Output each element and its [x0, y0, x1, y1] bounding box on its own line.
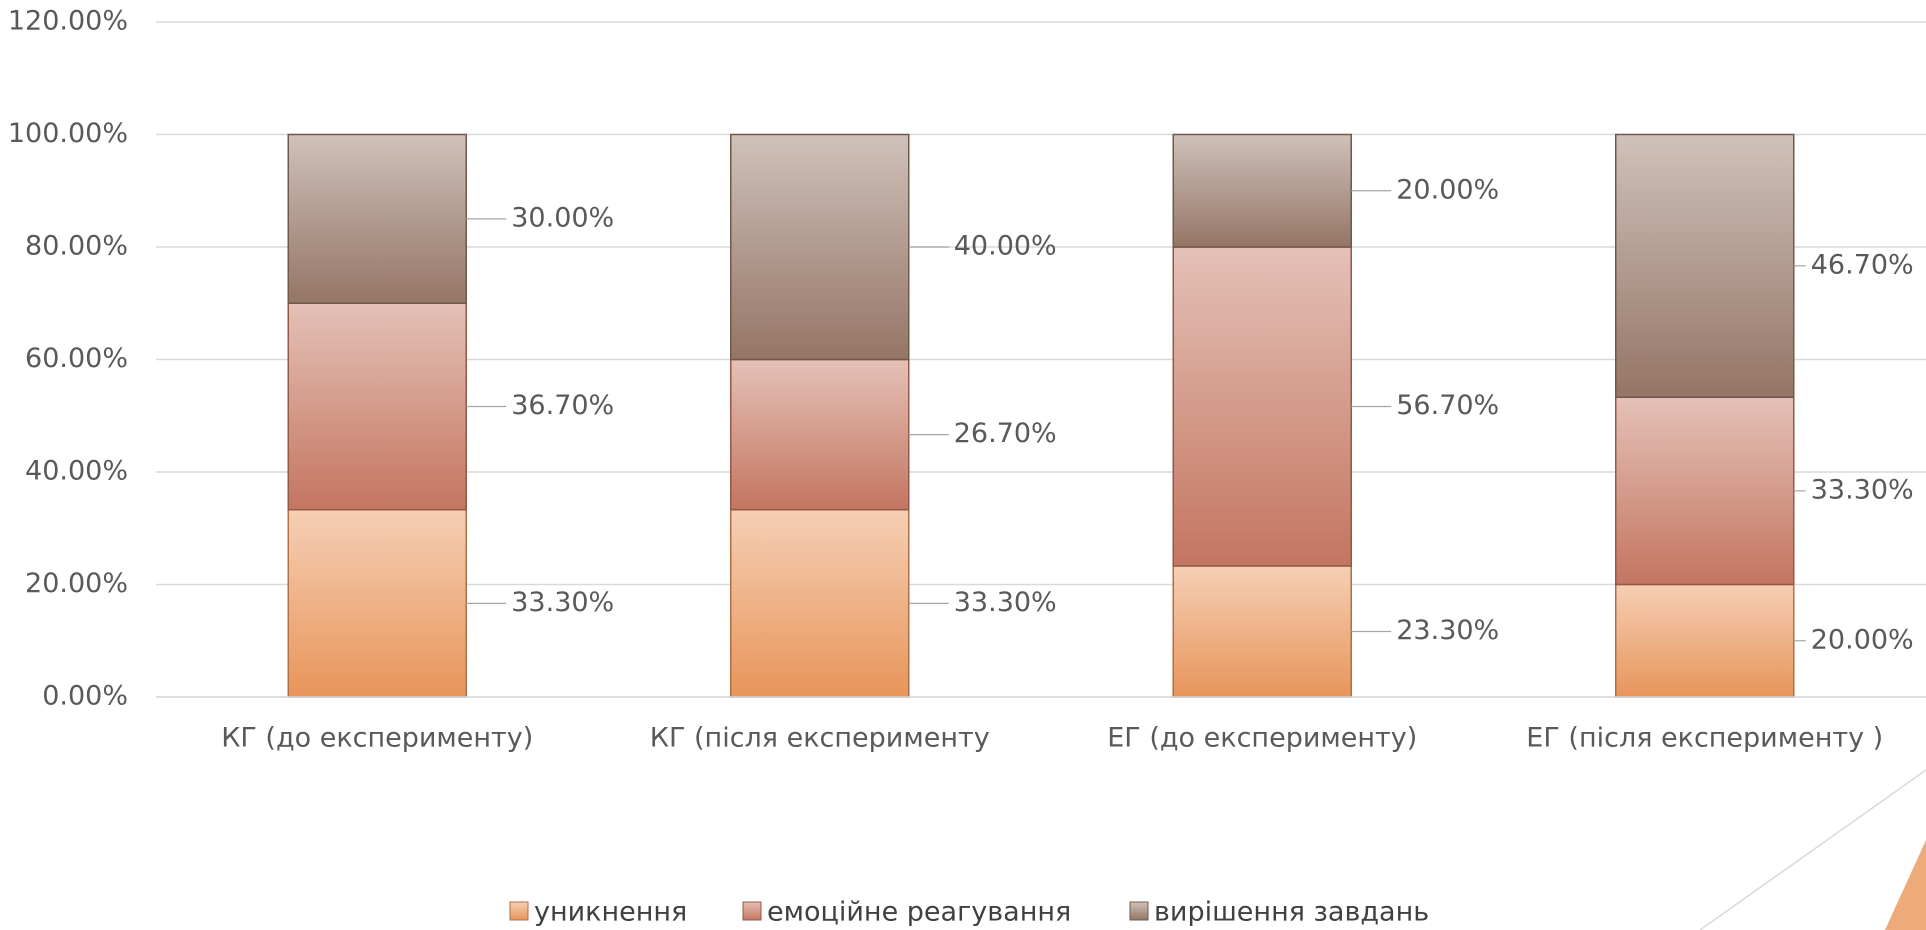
bar-segment — [1615, 396, 1795, 586]
bar-segment — [1615, 583, 1795, 698]
x-tick-label: КГ (після експерименту — [650, 723, 990, 754]
bar-segment — [730, 358, 910, 511]
legend-label: вирішення завдань — [1154, 897, 1429, 928]
y-tick-label: 60.00% — [25, 343, 128, 374]
legend-swatch — [509, 901, 529, 921]
bar-segment — [1172, 246, 1352, 567]
data-label: 56.70% — [1396, 390, 1499, 421]
y-tick-label: 0.00% — [42, 681, 128, 712]
data-label: 36.70% — [511, 390, 614, 421]
data-label: 23.30% — [1396, 615, 1499, 646]
legend: уникнення емоційне реагування вирішення за… — [509, 897, 1429, 928]
bar-segment — [1615, 133, 1795, 398]
data-label: 33.30% — [1811, 474, 1914, 505]
bar-segment — [287, 302, 467, 511]
y-tick-label: 80.00% — [25, 231, 128, 262]
data-label: 33.30% — [954, 587, 1057, 618]
legend-label: уникнення — [534, 897, 687, 928]
decoration-triangle — [1885, 840, 1926, 930]
data-label: 46.70% — [1811, 249, 1914, 280]
legend-swatch — [742, 901, 762, 921]
bar-segment — [287, 508, 467, 698]
data-label: 20.00% — [1811, 624, 1914, 655]
data-label: 26.70% — [954, 418, 1057, 449]
x-tick-label: ЕГ (до експерименту) — [1107, 723, 1417, 754]
y-tick-label: 20.00% — [25, 568, 128, 599]
y-tick-label: 100.00% — [8, 118, 128, 149]
bar-segment — [730, 508, 910, 698]
x-tick-label: ЕГ (після експерименту ) — [1526, 723, 1883, 754]
data-label: 20.00% — [1396, 174, 1499, 205]
legend-swatch — [1129, 901, 1149, 921]
bar-segment — [287, 133, 467, 304]
bar-segment — [730, 133, 910, 361]
bar-segment — [1172, 565, 1352, 698]
x-tick-label: КГ (до експерименту) — [221, 723, 533, 754]
data-label: 33.30% — [511, 587, 614, 618]
bar-segment — [1172, 133, 1352, 248]
data-label: 30.00% — [511, 202, 614, 233]
legend-label: емоційне реагування — [767, 897, 1071, 928]
y-tick-label: 40.00% — [25, 456, 128, 487]
y-tick-label: 120.00% — [8, 6, 128, 37]
data-label: 40.00% — [954, 231, 1057, 262]
decoration-line — [1699, 769, 1926, 930]
